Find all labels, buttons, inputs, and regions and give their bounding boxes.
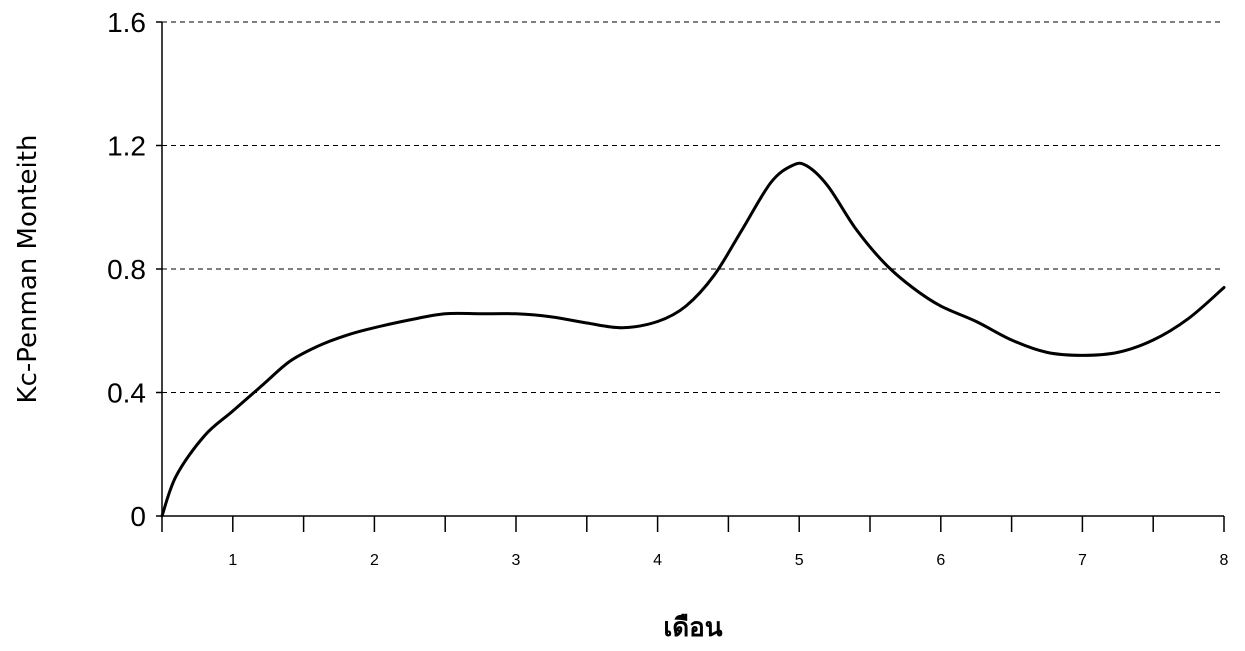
y-ticks: 0 0.4 0.8 1.2 1.6 (107, 7, 162, 532)
x-tick-label: 3 (512, 552, 521, 569)
x-ticks: 1 2 3 4 5 6 7 8 (161, 516, 1229, 569)
y-tick-label: 0 (130, 501, 146, 532)
x-tick-label: 1 (228, 552, 237, 569)
x-tick-label: 7 (1078, 552, 1087, 569)
x-tick-label: 8 (1220, 552, 1229, 569)
y-tick-label: 1.6 (107, 7, 146, 38)
series-group (160, 161, 1226, 518)
y-axis-title: Kc-Penman Monteith (13, 135, 43, 404)
gridlines (162, 21, 1224, 393)
y-tick-label: 1.2 (107, 131, 146, 162)
y-tick-label: 0.4 (107, 378, 146, 409)
series-line (160, 161, 1226, 518)
x-axis-title: เดือน (663, 613, 722, 643)
x-tick-label: 5 (795, 552, 804, 569)
y-tick-label: 0.8 (107, 254, 146, 285)
x-tick-label: 6 (936, 552, 945, 569)
x-tick-label: 4 (653, 552, 662, 569)
x-tick-label: 2 (370, 552, 379, 569)
